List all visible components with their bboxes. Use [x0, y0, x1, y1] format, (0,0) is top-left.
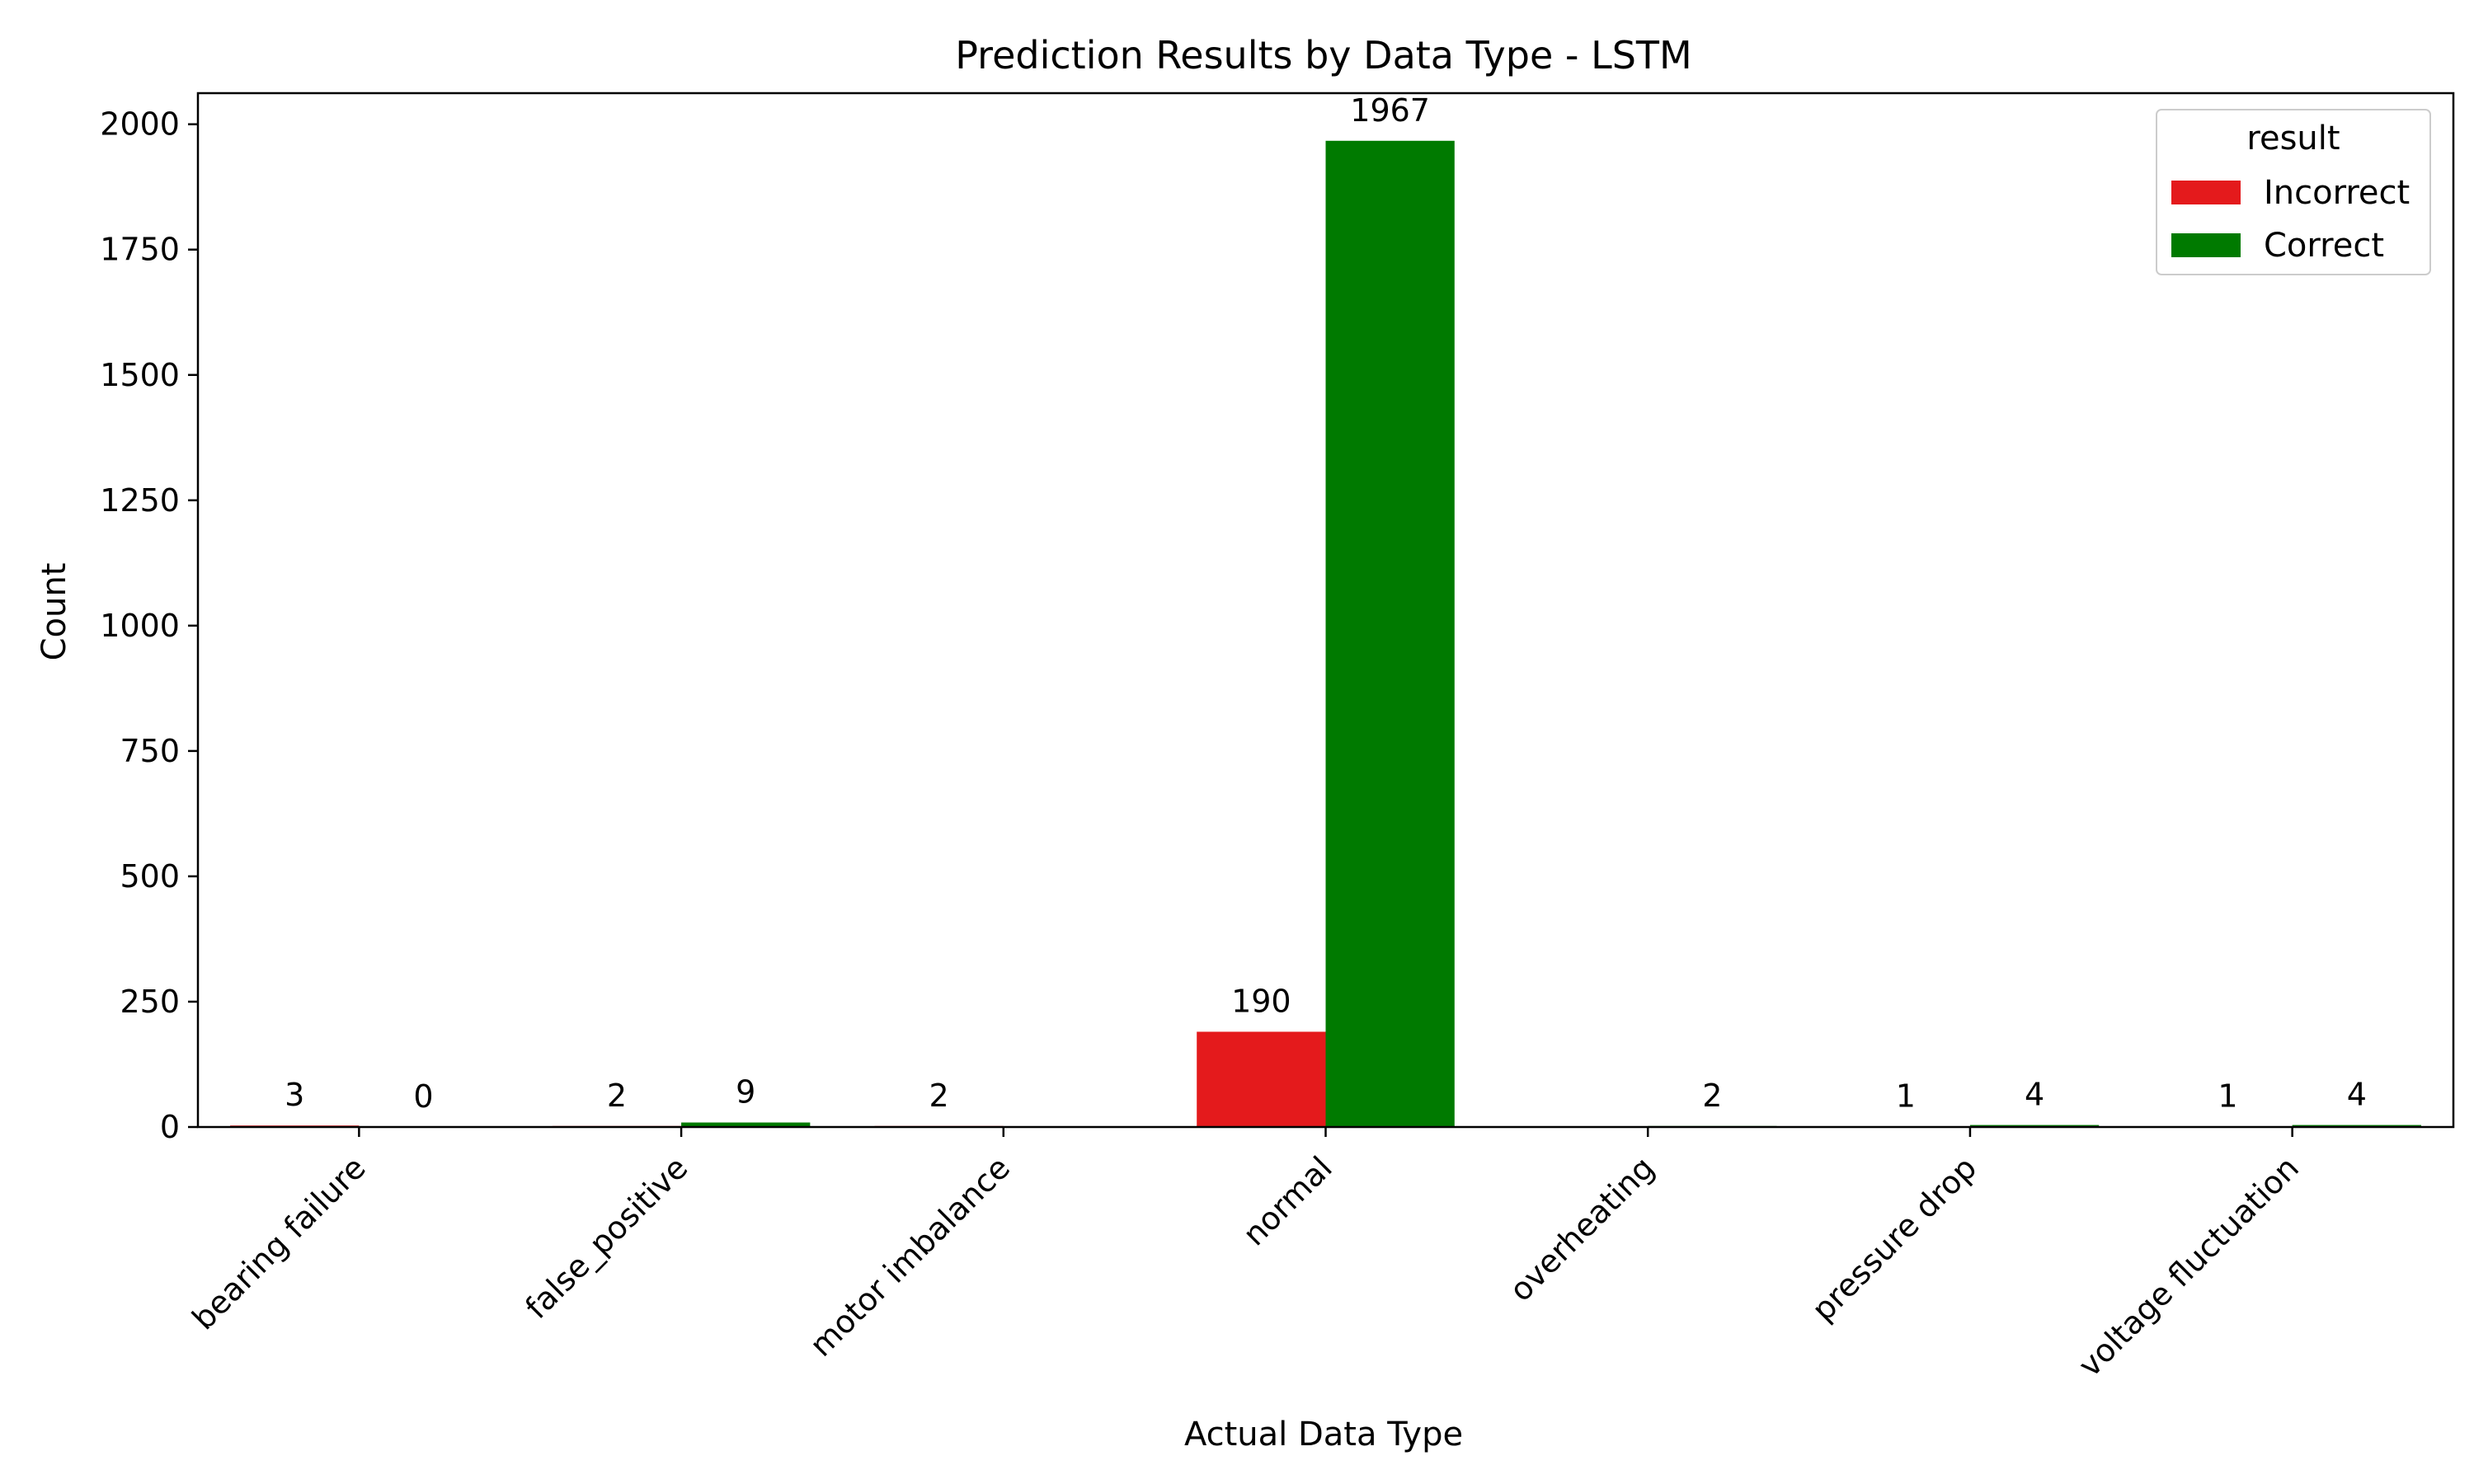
x-tick-label: bearing failure [186, 1149, 373, 1336]
bar-value-label: 4 [2347, 1077, 2367, 1113]
bar-value-label: 1 [2218, 1078, 2237, 1114]
bars-group [230, 140, 2421, 1127]
bar-value-label: 190 [1231, 983, 1291, 1019]
legend-items: Incorrect Correct [2171, 174, 2410, 265]
x-tick-label: false_positive [519, 1149, 695, 1326]
x-tick-label: motor imbalance [802, 1149, 1017, 1364]
bar-value-label: 4 [2025, 1077, 2044, 1113]
x-tick-label: voltage fluctuation [2072, 1149, 2306, 1383]
legend-label-incorrect: Incorrect [2264, 174, 2410, 212]
bar-correct [681, 1122, 811, 1127]
legend: result Incorrect Correct [2156, 109, 2431, 275]
bar-value-label: 2 [929, 1078, 949, 1114]
bar-value-label: 3 [285, 1077, 304, 1113]
bar-incorrect [1197, 1031, 1326, 1127]
bar-value-label: 0 [413, 1078, 433, 1115]
y-tick-label: 1250 [100, 482, 180, 519]
y-axis-ticks: 0 250 500 750 1000 1250 1500 1750 2000 [100, 106, 198, 1145]
y-tick-label: 0 [160, 1109, 180, 1145]
y-tick-label: 1750 [100, 232, 180, 268]
x-tick-label: overheating [1503, 1149, 1662, 1308]
y-tick-label: 1500 [100, 357, 180, 393]
y-axis-label: Count [35, 563, 73, 661]
y-tick-label: 2000 [100, 106, 180, 143]
bar-value-label: 1 [1896, 1078, 1916, 1114]
y-tick-label: 500 [120, 858, 180, 895]
x-tick-label: pressure drop [1805, 1149, 1984, 1328]
bar-value-label: 2 [607, 1078, 627, 1114]
bar-value-label: 9 [736, 1074, 755, 1111]
x-tick-label: normal [1236, 1149, 1339, 1252]
bar-value-label: 1967 [1350, 92, 1430, 129]
y-tick-label: 750 [120, 733, 180, 769]
chart-title: Prediction Results by Data Type - LSTM [955, 33, 1691, 77]
y-tick-label: 1000 [100, 608, 180, 644]
bar-correct [1325, 140, 1455, 1127]
legend-label-correct: Correct [2264, 227, 2384, 265]
legend-swatch-correct [2171, 233, 2241, 257]
x-axis-label: Actual Data Type [1184, 1416, 1463, 1453]
legend-title: result [2246, 120, 2340, 157]
legend-swatch-incorrect [2171, 181, 2241, 204]
bar-labels-group: 3 2 2 190 1 1 0 9 1967 2 4 4 [285, 92, 2367, 1115]
bar-value-label: 2 [1702, 1078, 1722, 1114]
y-tick-label: 250 [120, 984, 180, 1020]
x-axis-ticks: bearing failure false_positive motor imbal… [186, 1127, 2306, 1384]
plot-area-frame [196, 92, 2455, 1129]
